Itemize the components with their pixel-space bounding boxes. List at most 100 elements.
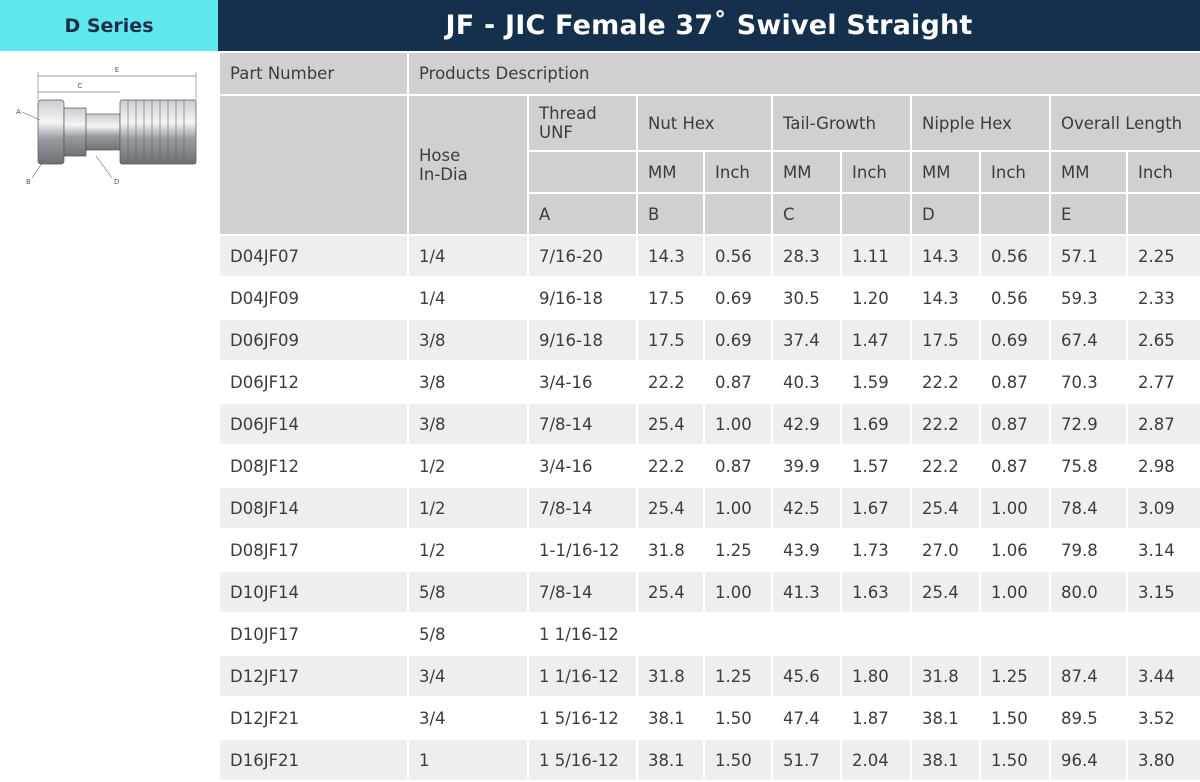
hose-cell: 3/8 [407, 318, 529, 362]
part-number-cell: D06JF14 [218, 402, 409, 446]
nut-mm-cell: 31.8 [636, 654, 705, 698]
nut-mm-cell: 25.4 [636, 486, 705, 530]
hose-cell: 3/8 [407, 402, 529, 446]
nut-mm-cell: 17.5 [636, 276, 705, 320]
length-mm-cell: 80.0 [1049, 570, 1128, 614]
table-row: D10JF17 5/8 1 1/16-12 [218, 612, 1200, 656]
dim-label-c: C [78, 82, 83, 90]
header-row-1: Part Number Products Description [218, 51, 1200, 96]
thread-cell: 1 5/16-12 [527, 738, 638, 782]
tail-inch-cell: 1.57 [840, 444, 912, 488]
nut-mm-cell: 25.4 [636, 570, 705, 614]
thread-cell: 7/16-20 [527, 234, 638, 278]
length-inch-cell: 3.09 [1125, 486, 1200, 530]
part-number-cell: D12JF21 [218, 696, 409, 740]
length-mm-cell: 96.4 [1049, 738, 1128, 782]
part-number-cell: D04JF07 [218, 234, 409, 278]
nut-inch-cell: 1.25 [703, 654, 773, 698]
table-row: D06JF09 3/8 9/16-18 17.5 0.69 37.4 1.47 17.5 0.6… [218, 318, 1200, 362]
length-mm-cell: 89.5 [1049, 696, 1128, 740]
tail-mm-cell: 41.3 [771, 570, 842, 614]
nut-inch-cell: 1.00 [703, 402, 773, 446]
tail-mm-cell: 40.3 [771, 360, 842, 404]
nipple-mm-cell: 22.2 [910, 402, 981, 446]
tail-inch-cell: 1.11 [840, 234, 912, 278]
col-header-nut-inch: Inch [703, 150, 773, 194]
part-number-cell: D12JF17 [218, 654, 409, 698]
nipple-mm-cell: 22.2 [910, 360, 981, 404]
table-row: D06JF14 3/8 7/8-14 25.4 1.00 42.9 1.69 22.2 0.87… [218, 402, 1200, 446]
nut-mm-cell: 38.1 [636, 738, 705, 782]
part-number-cell: D06JF12 [218, 360, 409, 404]
nipple-inch-cell: 1.06 [979, 528, 1051, 572]
nipple-mm-cell: 27.0 [910, 528, 981, 572]
length-inch-cell: 2.98 [1125, 444, 1200, 488]
length-mm-cell: 79.8 [1049, 528, 1128, 572]
col-header-nut-hex: Nut Hex [636, 94, 773, 152]
thread-cell: 1 5/16-12 [527, 696, 638, 740]
nut-mm-cell: 31.8 [636, 528, 705, 572]
length-inch-cell: 2.65 [1125, 318, 1200, 362]
col-header-hose: Hose In-Dia [407, 94, 529, 236]
nipple-mm-cell: 25.4 [910, 486, 981, 530]
length-inch-cell: 2.25 [1125, 234, 1200, 278]
nipple-mm-cell: 25.4 [910, 570, 981, 614]
header-thread-blank [527, 150, 638, 194]
tail-mm-cell: 39.9 [771, 444, 842, 488]
thread-cell: 3/4-16 [527, 360, 638, 404]
header-part-blank [218, 94, 409, 236]
table-row: D12JF21 3/4 1 5/16-12 38.1 1.50 47.4 1.87 38.1 1… [218, 696, 1200, 740]
table-row: D10JF14 5/8 7/8-14 25.4 1.00 41.3 1.63 25.4 1.00… [218, 570, 1200, 614]
table-row: D04JF09 1/4 9/16-18 17.5 0.69 30.5 1.20 14.3 0.5… [218, 276, 1200, 320]
nut-inch-cell: 0.87 [703, 360, 773, 404]
part-number-cell: D08JF17 [218, 528, 409, 572]
col-letter-blank-4 [1125, 192, 1200, 236]
thread-cell: 9/16-18 [527, 276, 638, 320]
thread-cell: 9/16-18 [527, 318, 638, 362]
length-mm-cell: 87.4 [1049, 654, 1128, 698]
nipple-inch-cell: 0.87 [979, 444, 1051, 488]
header-row-4: A B C D E [219, 192, 1200, 236]
nut-inch-cell: 1.50 [703, 738, 773, 782]
part-number-cell: D10JF14 [218, 570, 409, 614]
col-header-thread: Thread UNF [527, 94, 638, 152]
col-header-tail-growth: Tail-Growth [771, 94, 912, 152]
table-row: D16JF21 1 1 5/16-12 38.1 1.50 51.7 2.04 38.1 1.5… [218, 738, 1200, 782]
length-mm-cell: 78.4 [1049, 486, 1128, 530]
tail-inch-cell: 1.67 [840, 486, 912, 530]
hose-cell: 1 [407, 738, 529, 782]
nipple-mm-cell: 17.5 [910, 318, 981, 362]
thread-cell: 7/8-14 [527, 486, 638, 530]
nipple-inch-cell: 0.56 [979, 234, 1051, 278]
col-letter-b: B [636, 192, 705, 236]
table-row: D08JF14 1/2 7/8-14 25.4 1.00 42.5 1.67 25.4 1.00… [218, 486, 1200, 530]
part-number-cell: D04JF09 [218, 276, 409, 320]
length-mm-cell [1049, 612, 1128, 656]
thread-cell: 7/8-14 [527, 402, 638, 446]
part-number-cell: D06JF09 [218, 318, 409, 362]
length-mm-cell: 72.9 [1049, 402, 1128, 446]
length-inch-cell: 3.14 [1125, 528, 1200, 572]
col-letter-blank-1 [703, 192, 773, 236]
col-header-overall-length: Overall Length [1048, 94, 1200, 152]
thread-cell: 1 1/16-12 [527, 654, 638, 698]
nut-mm-cell: 22.2 [636, 360, 705, 404]
col-header-nipple-inch: Inch [979, 150, 1051, 194]
nut-mm-cell: 25.4 [636, 402, 705, 446]
col-letter-blank-3 [979, 192, 1051, 236]
tail-inch-cell [840, 612, 912, 656]
col-letter-d: D [910, 192, 981, 236]
table-row: D06JF12 3/8 3/4-16 22.2 0.87 40.3 1.59 22.2 0.87… [218, 360, 1200, 404]
col-header-tail-inch: Inch [840, 150, 912, 194]
col-header-nipple-mm: MM [910, 150, 981, 194]
header-row-2: Hose In-Dia Thread UNF Nut Hex Tail-Growth… [218, 94, 1200, 236]
series-tab[interactable]: D Series [0, 0, 218, 51]
tail-inch-cell: 1.69 [840, 402, 912, 446]
nut-mm-cell: 17.5 [636, 318, 705, 362]
length-inch-cell: 2.87 [1125, 402, 1200, 446]
nipple-inch-cell: 1.25 [979, 654, 1051, 698]
col-letter-c: C [771, 192, 842, 236]
tail-mm-cell: 51.7 [771, 738, 842, 782]
table-row: D12JF17 3/4 1 1/16-12 31.8 1.25 45.6 1.80 31.8 1… [218, 654, 1200, 698]
nut-inch-cell: 1.25 [703, 528, 773, 572]
